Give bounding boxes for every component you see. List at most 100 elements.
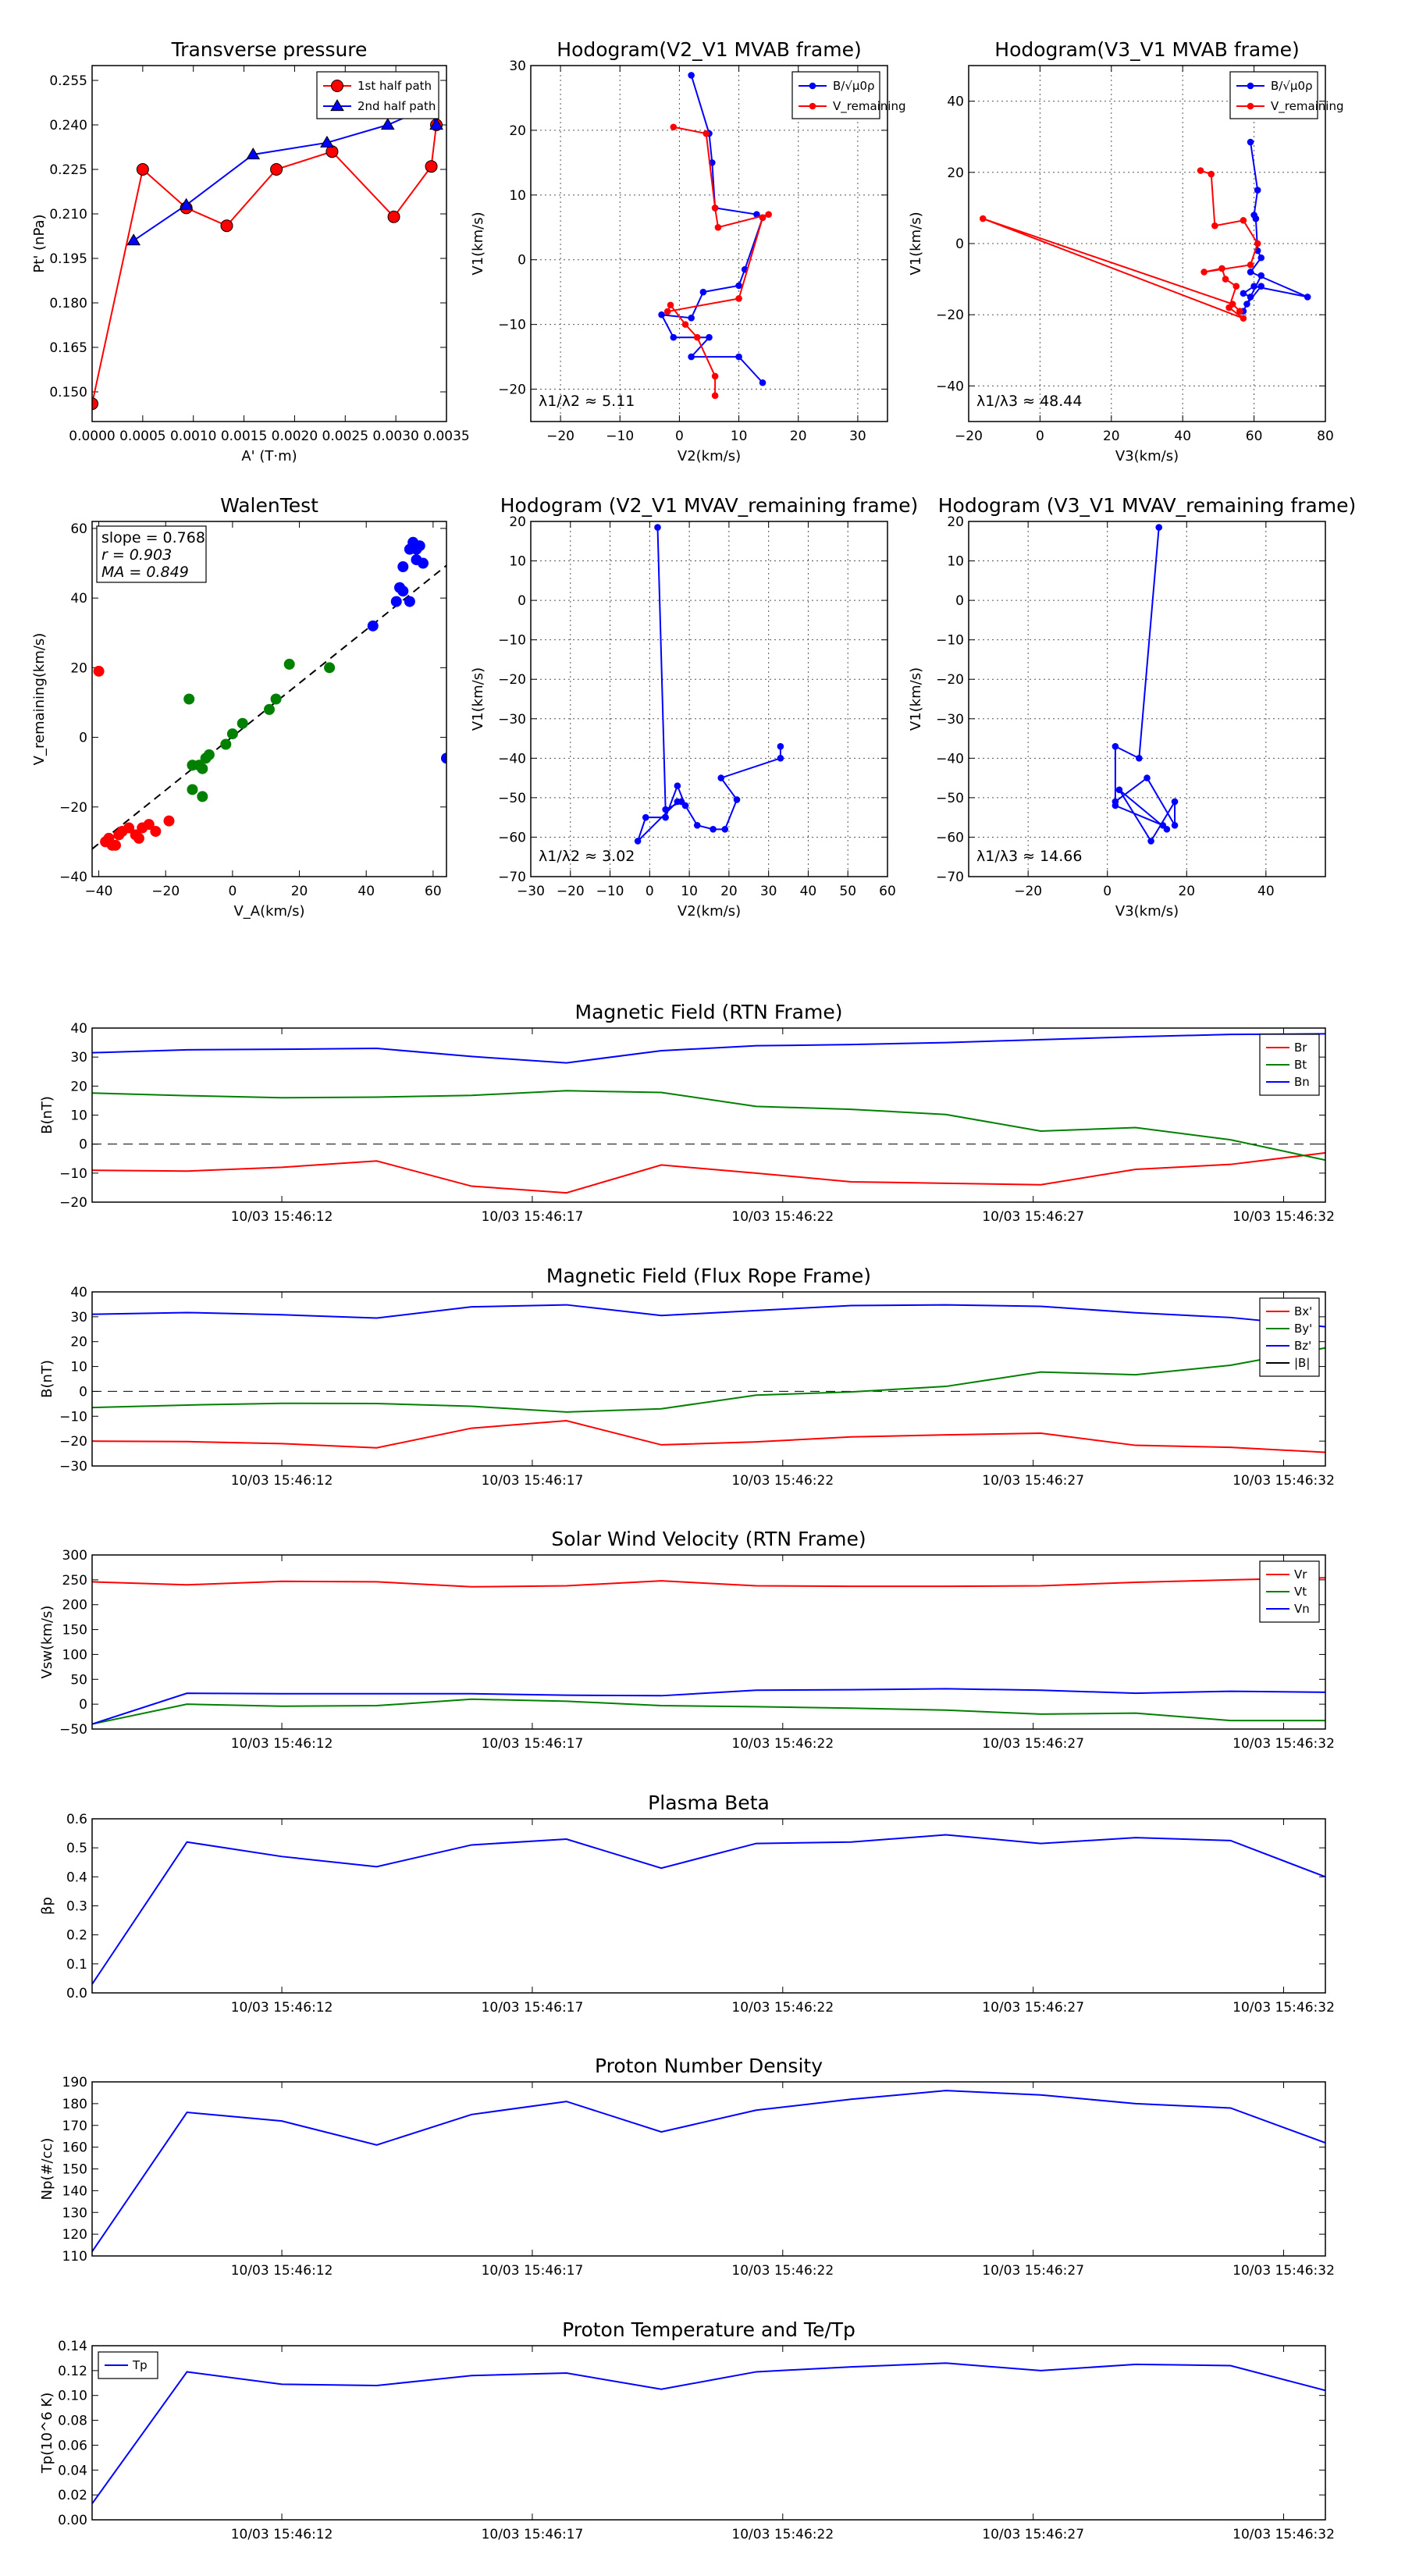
plot-magnetic-field-rtn: Magnetic Field (RTN Frame) −20 −10 0 10 20 30 4… bbox=[39, 1001, 1335, 1225]
x-tick-label-5: 80 bbox=[1317, 429, 1334, 444]
y-tick-label-1: −20 bbox=[936, 308, 964, 323]
panel-magnetic-field-rtn: Magnetic Field (RTN Frame) −20 −10 0 10 20 30 4… bbox=[39, 1001, 1335, 1225]
point-v-remaining-3 bbox=[714, 223, 722, 231]
y-tick-label-9: 20 bbox=[947, 514, 964, 530]
x-tick-label-2: 10/03 15:46:22 bbox=[731, 2263, 834, 2279]
y-tick-label-3: 100 bbox=[62, 1647, 87, 1663]
plot-hodogram-v2-v1-mvav: Hodogram (V2_V1 MVAV_remaining frame) −70… bbox=[470, 494, 918, 920]
series-line-br bbox=[92, 1151, 1325, 1194]
stats-r: r = 0.903 bbox=[101, 546, 172, 564]
y-tick-label-3: 0.3 bbox=[66, 1899, 87, 1915]
point-v-9 bbox=[1171, 821, 1179, 829]
point-v-8 bbox=[1171, 798, 1179, 806]
x-tick-label-3: 0.0015 bbox=[221, 429, 267, 444]
y-tick-label-2: 0 bbox=[955, 237, 964, 252]
x-tick-label-3: 20 bbox=[291, 884, 308, 899]
point-b-0-8 bbox=[699, 288, 707, 296]
chart-title: Magnetic Field (Flux Rope Frame) bbox=[546, 1265, 871, 1287]
x-tick-label-4: 60 bbox=[1246, 429, 1263, 444]
point-b-0-14 bbox=[735, 353, 742, 361]
y-tick-label-9: 20 bbox=[509, 514, 526, 530]
legend-marker-v-remaining bbox=[809, 102, 816, 110]
lambda-ratio: λ1/λ2 ≈ 5.11 bbox=[539, 393, 635, 410]
series-line-v bbox=[1114, 527, 1176, 843]
x-tick-label-0: 10/03 15:46:12 bbox=[231, 1473, 333, 1489]
plot-frame bbox=[91, 1291, 1326, 1467]
x-tick-label-1: 10/03 15:46:17 bbox=[482, 2527, 584, 2542]
plot-area bbox=[658, 72, 772, 400]
y-tick-label-6: 0.6 bbox=[66, 1812, 87, 1827]
y-tick-label-5: 0.10 bbox=[58, 2389, 87, 2404]
point-v-5 bbox=[662, 813, 669, 821]
panel-hodogram-v2-v1-mvav: Hodogram (V2_V1 MVAV_remaining frame) −70… bbox=[470, 494, 918, 920]
point-green-8 bbox=[220, 738, 232, 750]
x-tick-label-2: 20 bbox=[1103, 429, 1120, 444]
point-v-remaining-0 bbox=[670, 123, 678, 131]
x-tick-label-4: 10/03 15:46:32 bbox=[1232, 1473, 1335, 1489]
y-tick-label-3: 140 bbox=[62, 2183, 87, 2199]
x-tick-label-2: 20 bbox=[1178, 884, 1195, 899]
y-axis-label: V_remaining(km/s) bbox=[31, 633, 48, 766]
series-line-p bbox=[92, 1834, 1325, 1985]
point-b-0-9 bbox=[688, 315, 695, 322]
point-b-0-11 bbox=[670, 333, 678, 341]
plot-transverse-pressure: Transverse pressure 0.150 0.165 0.180 0.195 0… bbox=[31, 38, 470, 464]
point-v-remaining-10 bbox=[693, 333, 701, 341]
x-tick-label-1: 10/03 15:46:17 bbox=[482, 2000, 584, 2016]
y-tick-label-2: 0.04 bbox=[58, 2463, 87, 2478]
x-tick-label-4: 10/03 15:46:32 bbox=[1232, 2527, 1335, 2542]
x-tick-label-1: 0.0005 bbox=[119, 429, 165, 444]
x-tick-label-2: 0.0010 bbox=[170, 429, 216, 444]
plot-proton-temperature: Proton Temperature and Te/Tp 0.00 0.02 0.04… bbox=[39, 2318, 1335, 2542]
x-tick-label-3: 10/03 15:46:27 bbox=[982, 1209, 1084, 1225]
y-tick-label-4: 150 bbox=[62, 2162, 87, 2178]
point-1st-half-path-1 bbox=[136, 163, 149, 176]
y-tick-label-0: −40 bbox=[936, 379, 964, 394]
point-2nd-half-path-1 bbox=[179, 197, 194, 210]
y-tick-label-1: 120 bbox=[62, 2227, 87, 2243]
point-v-remaining-7 bbox=[663, 308, 671, 315]
x-tick-label-3: 10/03 15:46:27 bbox=[982, 1736, 1084, 1752]
point-1st-half-path-5 bbox=[325, 145, 339, 158]
point-2nd-half-path-0 bbox=[126, 233, 141, 246]
point-blue-11 bbox=[418, 557, 429, 569]
x-axis-label: V3(km/s) bbox=[1115, 903, 1179, 920]
x-tick-label-0: 10/03 15:46:12 bbox=[231, 2263, 333, 2279]
y-tick-label-5: 30 bbox=[509, 59, 526, 74]
y-tick-label-0: 0.00 bbox=[58, 2513, 87, 2528]
y-tick-label-1: 0.02 bbox=[58, 2488, 87, 2503]
legend-box bbox=[791, 71, 880, 119]
plot-frame bbox=[91, 521, 447, 877]
panel-hodogram-v3-v1-mvav: Hodogram (V3_V1 MVAV_remaining frame) −70… bbox=[908, 494, 1356, 920]
point-green-14 bbox=[324, 662, 336, 674]
point-b-0-7 bbox=[735, 282, 742, 290]
panel-walen-test: WalenTest −40 −20 0 20 40 60 −40 −20 0 20 40 60 V_A(k… bbox=[31, 494, 447, 920]
x-axis-label: V3(km/s) bbox=[1115, 448, 1179, 464]
point-v-4 bbox=[1159, 821, 1167, 829]
y-tick-label-1: −60 bbox=[936, 830, 964, 845]
y-tick-label-0: −40 bbox=[59, 870, 87, 885]
plot-proton-density: Proton Number Density 110 120 130 140 150 160 1… bbox=[39, 2055, 1335, 2279]
plot-area bbox=[92, 2362, 1325, 2504]
legend-marker-v-remaining bbox=[1247, 102, 1254, 110]
point-b-0-11 bbox=[1257, 272, 1265, 279]
lambda-ratio: λ1/λ3 ≈ 14.66 bbox=[976, 848, 1082, 865]
point-b-0-5 bbox=[1257, 254, 1265, 262]
x-tick-label-2: 10/03 15:46:22 bbox=[731, 2527, 834, 2542]
x-tick-label-2: 0 bbox=[675, 429, 684, 444]
y-tick-label-5: 0.225 bbox=[49, 162, 87, 178]
point-v-1 bbox=[1136, 755, 1143, 762]
plot-area bbox=[92, 536, 446, 851]
point-1st-half-path-6 bbox=[387, 210, 400, 223]
x-tick-label-2: 10/03 15:46:22 bbox=[731, 2000, 834, 2016]
x-axis-label: V2(km/s) bbox=[678, 448, 741, 464]
x-tick-label-5: 20 bbox=[720, 884, 738, 899]
y-tick-label-3: 20 bbox=[70, 660, 87, 676]
point-b-0-13 bbox=[1243, 301, 1250, 308]
point-v-8 bbox=[674, 798, 681, 806]
y-tick-label-6: 0.240 bbox=[49, 118, 87, 133]
y-axis-label: Np(#/cc) bbox=[39, 2138, 55, 2201]
point-v-10 bbox=[1144, 774, 1151, 781]
legend: Bx' By' Bz' |B| bbox=[1259, 1297, 1320, 1377]
point-green-4 bbox=[197, 791, 208, 802]
